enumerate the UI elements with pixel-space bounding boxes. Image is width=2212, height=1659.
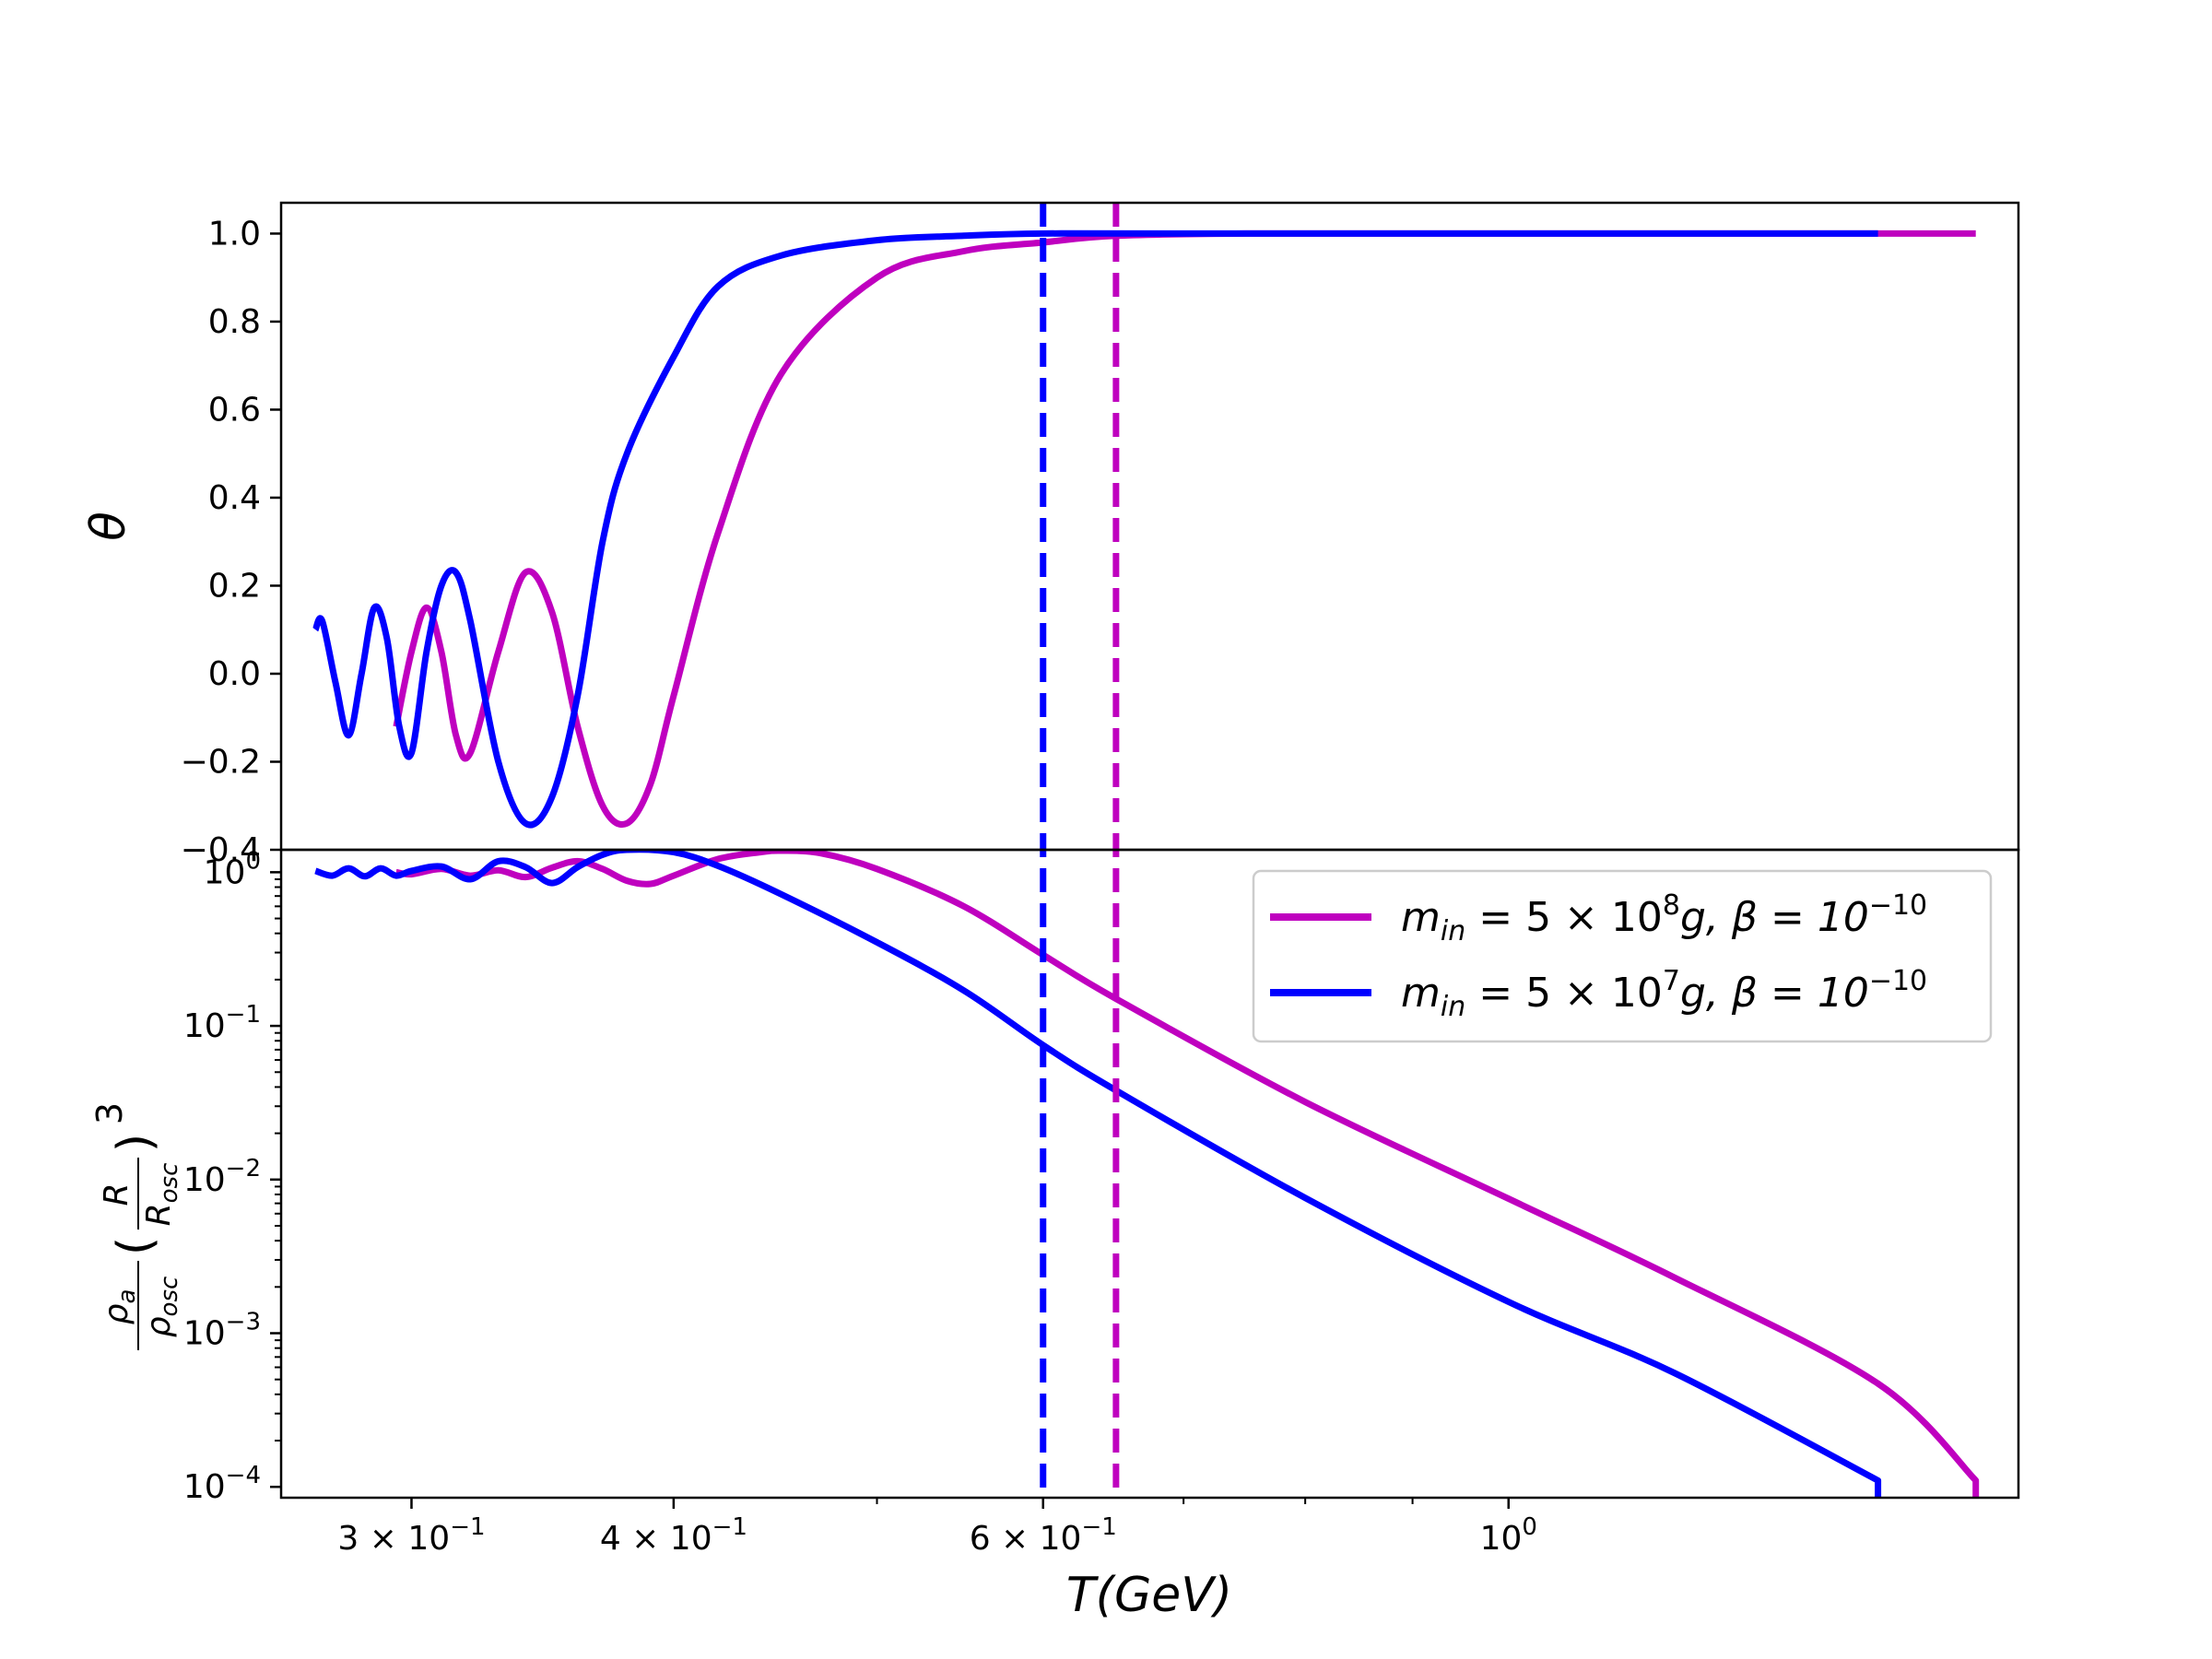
top-y-axis-label: θ — [81, 512, 136, 541]
legend-2-tail: g, β = 10 — [1680, 970, 1869, 1017]
ylabel-r-osc: R — [140, 1203, 178, 1226]
ylabel-sub-a: a — [113, 1289, 141, 1304]
top-y-axis-ticks: −0.4 −0.2 0.0 0.2 0.4 0.6 0.8 1.0 — [181, 215, 281, 869]
top-panel-lines — [312, 229, 1976, 829]
legend-2-sub: in — [1441, 991, 1465, 1023]
top-ytick-label-6: 0.6 — [208, 391, 261, 429]
legend-2-mid: = 5 × 10 — [1465, 970, 1663, 1017]
svg-text:min = 5 × 108g, β = 10−10: min = 5 × 108g, β = 10−10 — [1401, 889, 1927, 947]
x-axis-label: T(GeV) — [1066, 1568, 1232, 1623]
svg-text:ρa: ρa — [98, 1289, 141, 1325]
ylabel-exponent: 3 — [89, 1102, 130, 1124]
bottom-ytick-label-4: 10−1 — [183, 1001, 261, 1045]
bottom-y-axis-ticks: 10−4 10−3 10−2 10−1 100 — [183, 847, 281, 1506]
bottom-ytick-label-3: 10−2 — [183, 1155, 261, 1199]
top-ytick-label-8: 1.0 — [208, 215, 261, 253]
top-ytick-label-2: −0.2 — [181, 743, 261, 781]
svg-text:ρosc: ρosc — [140, 1277, 183, 1338]
svg-text:Rosc: Rosc — [140, 1163, 183, 1227]
ylabel-r: R — [98, 1182, 135, 1206]
legend-entry-2: min = 5 × 107g, β = 10−10 — [1270, 965, 1927, 1023]
legend-box — [1252, 869, 1993, 1043]
legend-2-exp2: −10 — [1869, 965, 1927, 997]
ylabel-rho-a: ρ — [98, 1303, 135, 1324]
legend-1-sub: in — [1441, 915, 1465, 947]
bottom-ytick-label-5: 100 — [204, 847, 261, 891]
top-ytick-label-5: 0.4 — [208, 479, 261, 517]
ylabel-rparen: ) — [108, 1134, 163, 1152]
legend-2-exp: 7 — [1663, 965, 1680, 997]
ylabel-lparen: ( — [108, 1237, 163, 1255]
legend-1-exp2: −10 — [1869, 889, 1927, 922]
ylabel-sub-osc: osc — [156, 1277, 183, 1317]
bottom-ytick-label-1: 10−4 — [183, 1462, 261, 1506]
top-ytick-label-1: −0.4 — [181, 831, 261, 869]
legend: min = 5 × 108g, β = 10−10 min = 5 × 107g… — [1252, 869, 1993, 1043]
xtick-label-4: 100 — [1480, 1513, 1537, 1558]
top-series-line-2 — [312, 229, 1878, 829]
ylabel-rho-osc: ρ — [140, 1316, 178, 1337]
top-ytick-label-4: 0.2 — [208, 567, 261, 605]
legend-1-mid: = 5 × 10 — [1465, 894, 1663, 941]
x-axis-ticks: 3 × 10−1 4 × 10−1 6 × 10−1 100 — [337, 1498, 1537, 1558]
xtick-label-2: 4 × 10−1 — [600, 1513, 747, 1558]
top-ytick-label-3: 0.0 — [208, 655, 261, 693]
xtick-label-1: 3 × 10−1 — [337, 1513, 485, 1558]
bottom-panel-frame — [279, 848, 2020, 1500]
legend-1-tail: g, β = 10 — [1680, 894, 1869, 941]
bottom-ytick-label-2: 10−3 — [183, 1309, 261, 1353]
svg-text:min = 5 × 107g, β = 10−10: min = 5 × 107g, β = 10−10 — [1401, 965, 1927, 1023]
legend-1-m: m — [1401, 894, 1441, 941]
bottom-y-axis-label: ρa ρosc ( R Rosc ) 3 — [89, 1102, 183, 1350]
legend-2-m: m — [1401, 970, 1441, 1017]
legend-1-exp: 8 — [1663, 889, 1680, 922]
xtick-label-3: 6 × 10−1 — [970, 1513, 1117, 1558]
ylabel-sub-r-osc: osc — [156, 1163, 183, 1204]
legend-entry-1: min = 5 × 108g, β = 10−10 — [1270, 889, 1927, 947]
top-ytick-label-7: 0.8 — [208, 303, 261, 341]
